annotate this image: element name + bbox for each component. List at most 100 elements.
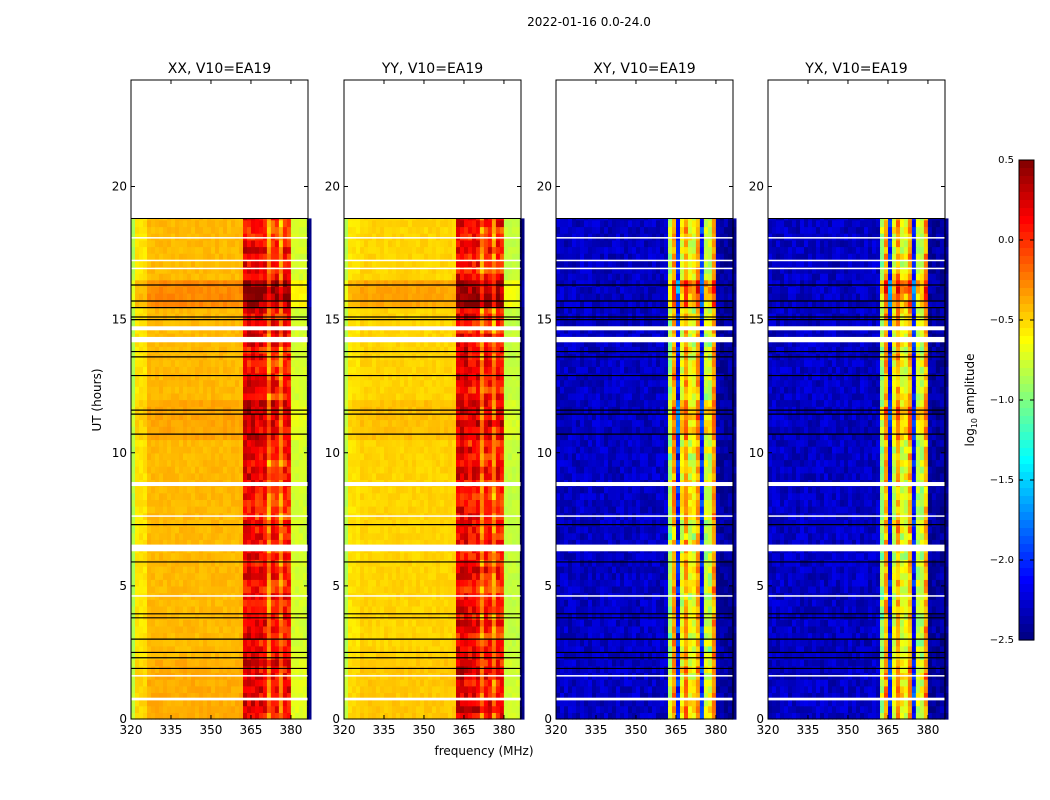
heatmap-cell — [243, 559, 248, 567]
heatmap-cell — [131, 293, 136, 301]
heatmap-cell — [468, 605, 473, 614]
heatmap-cell — [274, 565, 280, 574]
heatmap-cell — [159, 392, 164, 401]
heatmap-cell — [274, 246, 280, 254]
heatmap-cell — [219, 399, 224, 407]
heatmap-cell — [187, 692, 192, 700]
heatmap-cell — [151, 426, 156, 434]
heatmap-cell — [259, 639, 264, 647]
heatmap-cell — [472, 632, 477, 640]
heatmap-cell — [511, 699, 517, 707]
heatmap-cell — [135, 599, 140, 607]
heatmap-cell — [195, 259, 200, 267]
heatmap-cell — [135, 279, 140, 287]
heatmap-cell — [440, 705, 445, 713]
heatmap-cell — [251, 386, 256, 394]
heatmap-cell — [290, 293, 296, 301]
heatmap-cell — [440, 692, 445, 700]
heatmap-cell — [452, 499, 457, 507]
heatmap-cell — [195, 692, 200, 700]
heatmap-cell — [282, 665, 288, 674]
heatmap-cell — [239, 552, 244, 560]
heatmap-cell — [278, 218, 284, 221]
heatmap-cell — [179, 459, 184, 467]
heatmap-cell — [274, 259, 280, 267]
heatmap-cell — [290, 552, 296, 560]
heatmap-cell — [360, 699, 365, 707]
heatmap-cell — [282, 679, 288, 687]
heatmap-cell — [131, 572, 136, 580]
heatmap-cell — [251, 379, 256, 387]
heatmap-cell — [195, 446, 200, 454]
heatmap-cell — [195, 219, 200, 228]
heatmap-cell — [282, 233, 288, 241]
heatmap-cell — [139, 539, 144, 547]
heatmap-cell — [432, 526, 437, 534]
heatmap-cell — [368, 585, 373, 594]
heatmap-cell — [155, 572, 160, 580]
heatmap-cell — [487, 652, 493, 660]
heatmap-cell — [487, 679, 493, 687]
heatmap-cell — [298, 372, 304, 381]
heatmap-cell — [191, 432, 196, 441]
heatmap-cell — [487, 619, 493, 627]
heatmap-cell — [155, 599, 160, 607]
heatmap-cell — [352, 619, 357, 627]
heatmap-cell — [290, 379, 296, 387]
heatmap-cell — [270, 359, 276, 367]
heatmap-cell — [274, 652, 280, 660]
heatmap-cell — [404, 659, 409, 667]
heatmap-cell — [147, 412, 152, 421]
heatmap-cell — [294, 466, 300, 474]
heatmap-cell — [460, 679, 465, 687]
heatmap-cell — [215, 273, 220, 281]
heatmap-cell — [239, 665, 244, 674]
heatmap-cell — [247, 259, 252, 267]
heatmap-cell — [211, 466, 216, 474]
heatmap-cell — [274, 446, 280, 454]
heatmap-cell — [239, 332, 244, 341]
heatmap-cell — [266, 246, 272, 254]
heatmap-cell — [219, 499, 224, 507]
heatmap-cell — [147, 679, 152, 687]
heatmap-cell — [428, 639, 433, 647]
heatmap-cell — [191, 319, 196, 327]
heatmap-cell — [235, 565, 240, 574]
heatmap-cell — [203, 339, 208, 347]
heatmap-cell — [247, 645, 252, 654]
heatmap-cell — [392, 539, 397, 547]
heatmap-cell — [211, 399, 216, 407]
heatmap-cell — [259, 379, 264, 387]
heatmap-cell — [207, 559, 212, 567]
heatmap-cell — [215, 392, 220, 401]
heatmap-cell — [203, 253, 208, 261]
heatmap-cell — [199, 645, 204, 654]
heatmap-cell — [511, 572, 517, 580]
heatmap-cell — [444, 619, 449, 627]
heatmap-cell — [163, 526, 168, 534]
heatmap-cell — [452, 632, 457, 640]
heatmap-cell — [147, 399, 152, 407]
heatmap-cell — [302, 472, 308, 480]
heatmap-cell — [464, 625, 469, 634]
heatmap-cell — [298, 452, 304, 461]
heatmap-cell — [235, 386, 240, 394]
heatmap-cell — [396, 579, 401, 587]
heatmap-cell — [139, 392, 144, 401]
heatmap-cell — [215, 645, 220, 654]
heatmap-cell — [247, 632, 252, 640]
heatmap-cell — [428, 532, 433, 540]
heatmap-cell — [171, 625, 176, 634]
heatmap-cell — [306, 319, 312, 327]
heatmap-cell — [215, 233, 220, 241]
heatmap-cell — [207, 218, 212, 221]
heatmap-cell — [227, 486, 232, 494]
heatmap-cell — [143, 306, 148, 314]
heatmap-cell — [191, 539, 196, 547]
heatmap-cell — [436, 712, 441, 720]
heatmap-cell — [255, 559, 260, 567]
heatmap-cell — [448, 605, 453, 614]
heatmap-cell — [286, 466, 292, 474]
heatmap-cell — [274, 299, 280, 307]
heatmap-cell — [139, 585, 144, 594]
